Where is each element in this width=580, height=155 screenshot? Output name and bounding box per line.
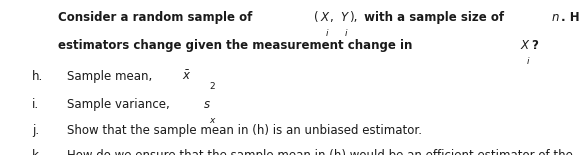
- Text: ?: ?: [531, 39, 538, 52]
- Text: ),: ),: [349, 11, 358, 24]
- Text: Sample variance,: Sample variance,: [67, 98, 173, 111]
- Text: How do we ensure that the sample mean in (h) would be an efficient estimator of : How do we ensure that the sample mean in…: [67, 149, 572, 155]
- Text: Sample mean,: Sample mean,: [67, 70, 155, 83]
- Text: $\bar{x}$: $\bar{x}$: [182, 70, 191, 83]
- Text: h.: h.: [32, 70, 43, 83]
- Text: X: X: [521, 39, 528, 52]
- Text: Y: Y: [340, 11, 347, 24]
- Text: i: i: [326, 29, 328, 38]
- Text: i: i: [345, 29, 347, 38]
- Text: Consider a random sample of: Consider a random sample of: [58, 11, 256, 24]
- Text: X: X: [320, 11, 328, 24]
- Text: x: x: [209, 116, 215, 125]
- Text: Show that the sample mean in (h) is an unbiased estimator.: Show that the sample mean in (h) is an u…: [67, 124, 422, 137]
- Text: j.: j.: [32, 124, 39, 137]
- Text: n: n: [552, 11, 559, 24]
- Text: estimators change given the measurement change in: estimators change given the measurement …: [58, 39, 416, 52]
- Text: 2: 2: [209, 82, 215, 91]
- Text: (: (: [314, 11, 319, 24]
- Text: ,: ,: [331, 11, 338, 24]
- Text: k.: k.: [32, 149, 42, 155]
- Text: with a sample size of: with a sample size of: [360, 11, 508, 24]
- Text: . How will the following: . How will the following: [561, 11, 580, 24]
- Text: s: s: [204, 98, 210, 111]
- Text: i.: i.: [32, 98, 39, 111]
- Text: i: i: [526, 57, 529, 66]
